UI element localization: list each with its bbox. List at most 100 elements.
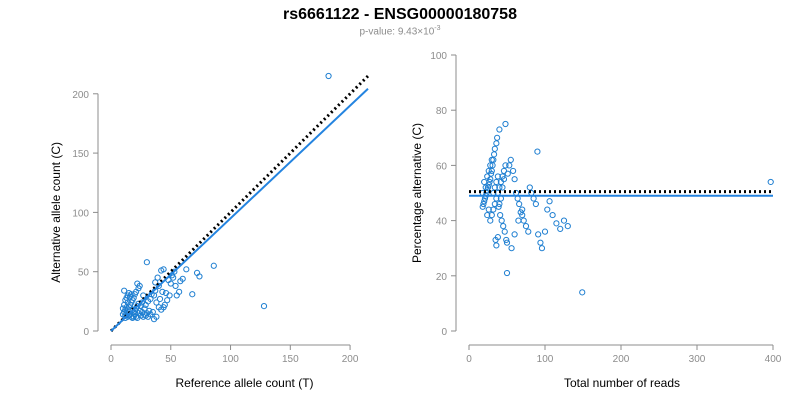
data-point [496,200,503,208]
y-tick-label: 40 [436,217,448,228]
data-point [260,302,268,310]
data-point [487,162,494,169]
data-point [535,231,542,238]
data-point [150,316,158,323]
fit-line [110,88,369,332]
data-point [189,291,196,298]
data-point [481,198,488,205]
y-tick-label: 150 [72,149,89,160]
data-point [767,178,774,186]
data-point [153,299,160,306]
data-point [490,206,497,213]
data-point [131,291,139,298]
data-point [541,228,549,235]
data-point [506,162,513,169]
data-point [493,242,500,249]
data-point [515,217,522,224]
data-point [491,200,498,208]
x-tick-label: 200 [613,354,630,365]
data-point [499,173,506,180]
data-point [484,211,491,219]
data-point [538,245,546,252]
data-point [479,203,486,210]
data-point [497,178,505,186]
data-point [196,273,203,280]
data-point [520,217,527,224]
data-point [166,292,173,299]
data-point [487,217,494,224]
data-point [490,151,498,158]
data-point [532,200,539,208]
x-tick-label: 100 [222,354,239,365]
chart-title: rs6661122 - ENSG00000180758 [283,6,517,23]
data-point [152,279,159,286]
data-point [488,156,495,163]
data-point [210,262,217,269]
data-point [482,184,489,191]
data-point [557,225,564,232]
data-point [498,217,505,224]
data-point [491,184,498,191]
y-tick-label: 100 [430,51,447,62]
data-point [501,228,508,235]
data-point [544,206,551,213]
data-point [494,134,501,141]
data-point [488,211,495,219]
data-point [508,245,515,252]
data-point [156,295,164,303]
data-point [537,239,544,246]
reference-line [109,74,370,333]
data-point [485,206,492,213]
data-point [503,269,511,277]
y-tick-label: 200 [72,90,89,101]
data-point [496,126,503,133]
data-point [511,231,518,238]
data-point [526,184,533,191]
data-point [143,259,150,266]
data-point [128,313,135,320]
data-point [549,211,556,219]
data-point [493,140,500,147]
data-point [516,200,523,208]
x-tick-label: 150 [282,354,299,365]
percentage-alternative-scatter-panel: 0 100 200 300 400 0 20 40 60 80 100 Total number of… [410,51,782,390]
x-tick-label: 0 [466,354,472,365]
data-point [484,173,491,180]
data-point [128,291,135,298]
data-point [534,148,541,155]
data-point [502,162,509,169]
data-point [155,282,162,290]
data-point [159,288,166,295]
data-point [119,305,127,312]
data-point [130,313,137,320]
data-point [500,223,507,230]
data-point [500,167,508,175]
x-tick-label: 50 [165,354,177,365]
data-point [491,145,498,152]
data-point [170,274,177,281]
data-point [134,280,141,287]
data-point [121,287,128,294]
data-point [154,274,161,281]
data-point [124,299,131,306]
data-point [485,167,492,175]
data-point [499,184,506,191]
y-tick-label: 80 [436,106,448,117]
data-point [519,206,526,213]
data-point [553,220,560,227]
data-point [497,211,504,219]
data-point [480,200,487,208]
data-point [179,275,186,282]
data-point [172,282,179,290]
data-point [481,178,488,186]
data-point [167,280,174,287]
data-point [560,217,568,224]
y-axis-title: Percentage alternative (C) [410,123,424,263]
data-point [488,167,495,175]
data-point [507,156,514,163]
data-point [484,184,492,191]
data-point [511,176,518,183]
y-tick-label: 0 [441,327,447,338]
y-tick-label: 20 [436,272,448,283]
p-value-text: p-value: 9.43×10 [359,26,435,38]
